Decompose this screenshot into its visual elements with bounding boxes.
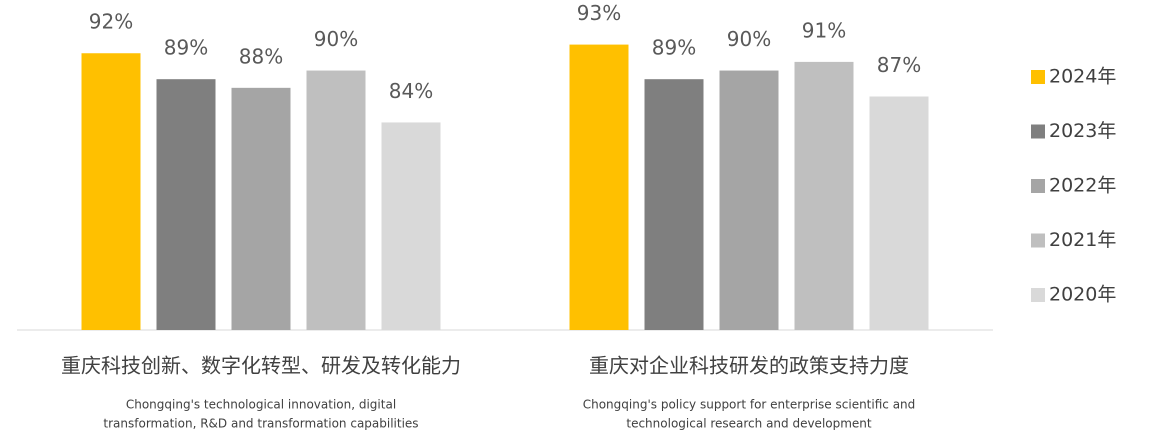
category-subtitle: Chongqing's policy support for enterpris… <box>583 398 916 412</box>
legend-label: 2022年 <box>1049 175 1116 197</box>
legend-label: 2024年 <box>1049 66 1116 88</box>
legend-label: 2023年 <box>1049 120 1116 142</box>
value-label: 87% <box>877 53 921 77</box>
bar <box>381 122 441 330</box>
value-label: 90% <box>314 27 358 51</box>
bar <box>306 70 366 331</box>
value-label: 84% <box>389 79 433 103</box>
bar <box>81 53 141 330</box>
bar <box>644 79 704 331</box>
category-subtitle: transformation, R&D and transformation c… <box>103 417 418 431</box>
category-label: 重庆科技创新、数字化转型、研发及转化能力 <box>61 354 461 378</box>
legend-swatch <box>1031 124 1045 139</box>
bar <box>156 79 216 331</box>
category-label: 重庆对企业科技研发的政策支持力度 <box>589 354 909 378</box>
value-label: 88% <box>239 44 283 68</box>
legend-swatch <box>1031 288 1045 302</box>
value-label: 89% <box>164 36 208 60</box>
bar <box>794 61 854 330</box>
value-label: 90% <box>727 27 771 51</box>
legend-swatch <box>1031 179 1045 193</box>
value-label: 92% <box>89 10 133 34</box>
category-subtitle: technological research and development <box>626 417 872 431</box>
legend-swatch <box>1031 233 1045 248</box>
legend-swatch <box>1031 70 1045 84</box>
category-subtitle: Chongqing's technological innovation, di… <box>126 398 396 412</box>
value-label: 89% <box>652 36 696 60</box>
legend-label: 2021年 <box>1049 229 1116 251</box>
bar <box>569 44 629 330</box>
bar <box>719 70 779 331</box>
bar <box>231 87 291 331</box>
value-label: 93% <box>577 1 621 25</box>
legend-label: 2020年 <box>1049 284 1116 306</box>
value-label: 91% <box>802 18 846 42</box>
bar <box>869 96 929 331</box>
